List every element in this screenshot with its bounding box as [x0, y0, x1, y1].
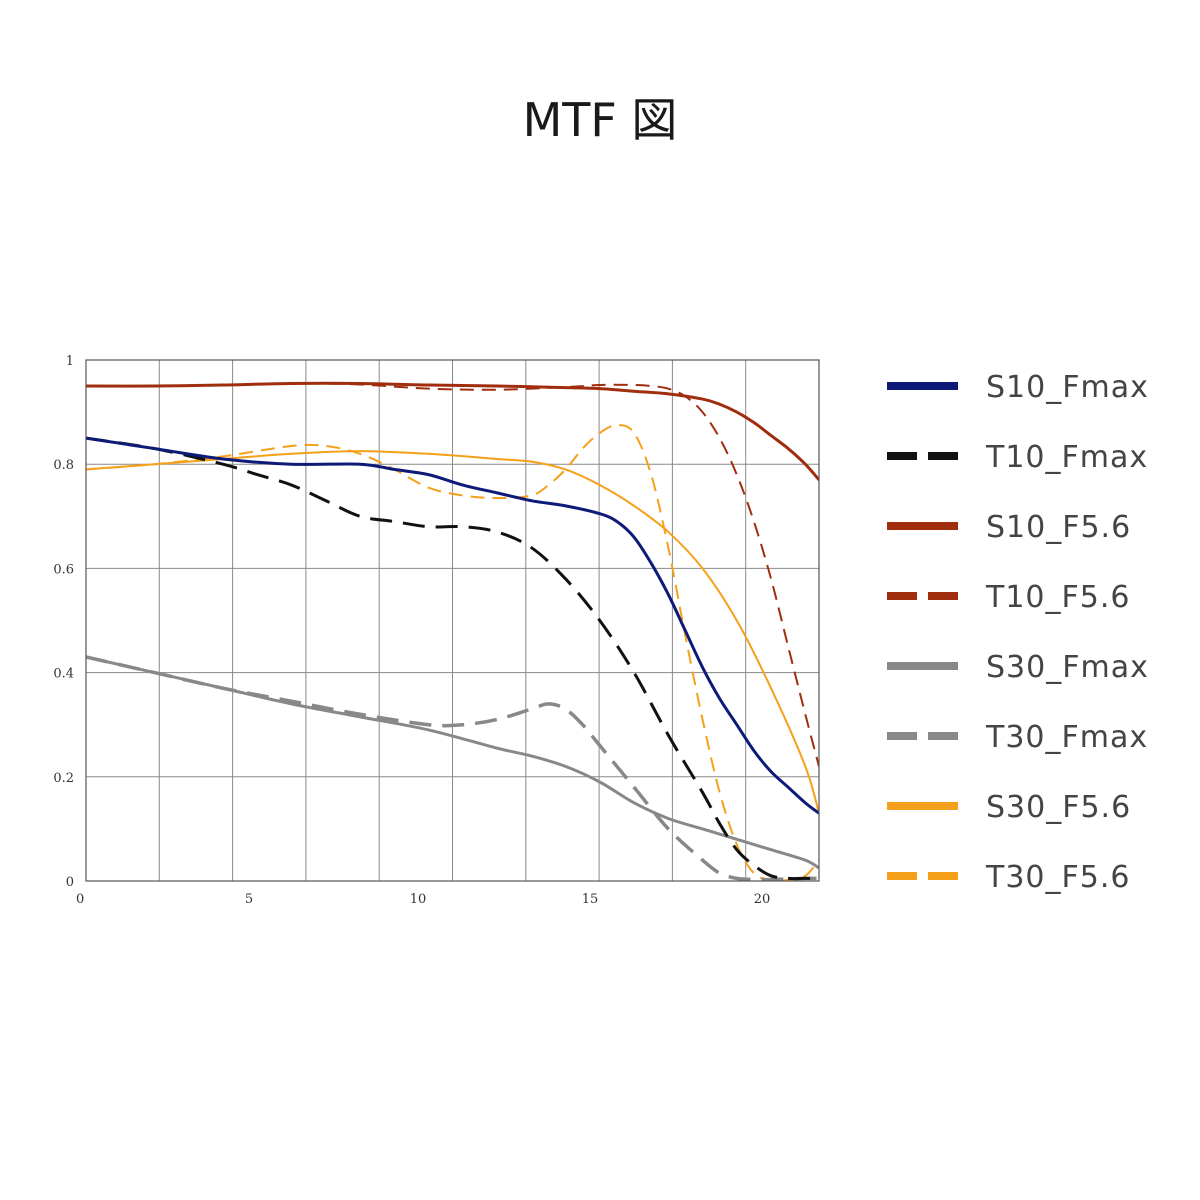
legend-label: S30_Fmax	[986, 650, 1149, 685]
series-line-t10-f5-6	[86, 382, 819, 767]
y-tick-label: 0.2	[53, 771, 74, 786]
y-tick-label: 0.4	[53, 667, 74, 682]
y-tick-label: 0	[66, 875, 74, 890]
legend-label: S10_F5.6	[986, 510, 1131, 545]
y-tick-label: 0.6	[53, 562, 74, 577]
legend-item-t30-fmax: T30_Fmax	[887, 720, 1148, 755]
legend-item-t10-fmax: T10_Fmax	[887, 440, 1148, 475]
series-line-s30-f5-6	[86, 450, 819, 814]
x-tick-label: 10	[410, 892, 427, 907]
legend-label: T10_F5.6	[985, 580, 1130, 615]
y-tick-label: 0.8	[53, 458, 74, 473]
x-tick-label: 5	[245, 892, 253, 907]
legend-item-s30-fmax: S30_Fmax	[887, 650, 1149, 685]
legend-item-s30-f5-6: S30_F5.6	[887, 790, 1131, 825]
legend-label: T30_F5.6	[985, 860, 1130, 895]
chart-title: MTF 図	[522, 93, 678, 147]
series-line-t30-f5-6	[86, 424, 819, 881]
legend-label: T30_Fmax	[985, 720, 1148, 755]
tick-labels: 0 5 10 15 20 0 0.2 0.4 0.6 0.8 1	[53, 354, 770, 907]
legend-label: S30_F5.6	[986, 790, 1131, 825]
plot-frame	[85, 359, 820, 882]
series-layer	[86, 381, 819, 881]
x-tick-label: 0	[76, 892, 84, 907]
legend-label: S10_Fmax	[986, 370, 1149, 405]
legend-item-t30-f5-6: T30_F5.6	[887, 860, 1130, 895]
series-line-t30-fmax	[86, 655, 819, 881]
series-line-s10-fmax	[86, 436, 819, 815]
x-tick-label: 15	[582, 892, 599, 907]
legend-item-s10-fmax: S10_Fmax	[887, 370, 1149, 405]
series-line-t10-fmax	[86, 436, 819, 881]
y-tick-label: 1	[66, 354, 74, 369]
legend-item-t10-f5-6: T10_F5.6	[887, 580, 1130, 615]
legend-label: T10_Fmax	[985, 440, 1148, 475]
x-tick-label: 20	[754, 892, 771, 907]
legend-item-s10-f5-6: S10_F5.6	[887, 510, 1131, 545]
legend: S10_Fmax T10_Fmax S10_F5.6 T10_F5.6 S30_Fmax…	[887, 370, 1149, 895]
